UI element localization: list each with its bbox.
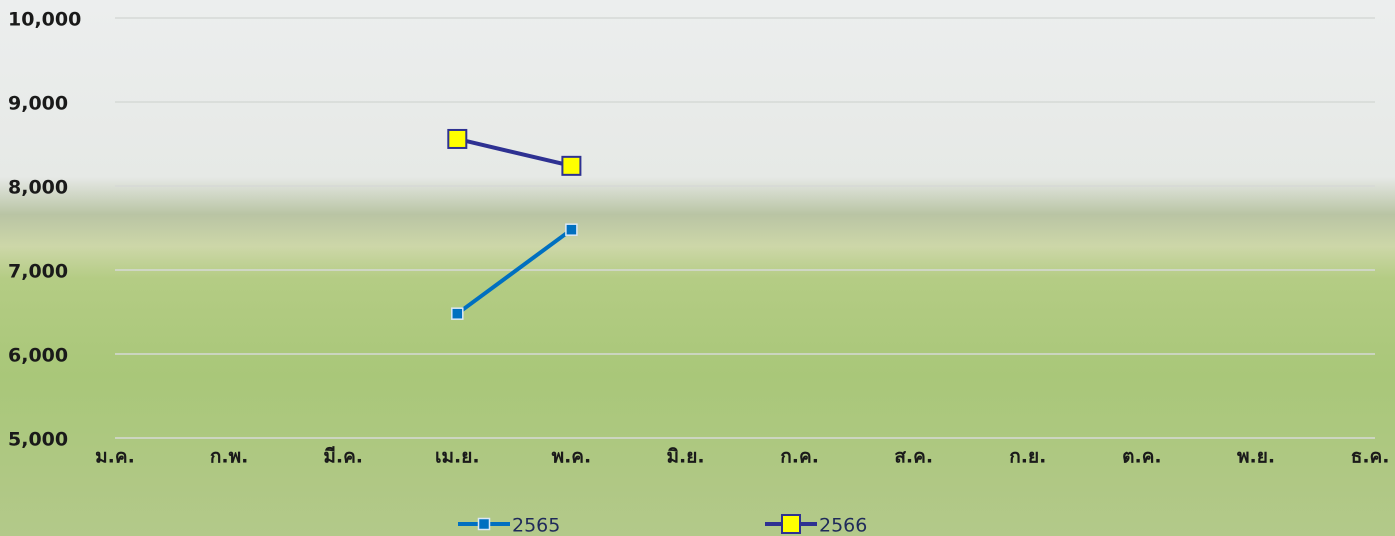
data-point [451,307,464,320]
x-tick-label: พ.ค. [552,446,592,468]
x-tick-label: ม.ค. [95,446,135,468]
legend-label: 2565 [512,515,560,536]
x-tick-label: ธ.ค. [1351,446,1390,468]
data-point [561,155,582,176]
y-tick-label: 6,000 [8,345,68,367]
x-tick-label: ก.ย. [1009,446,1046,468]
y-tick-label: 9,000 [8,93,68,115]
series-line [456,137,572,168]
x-tick-label: พ.ย. [1237,446,1275,468]
x-tick-label: ต.ค. [1122,446,1161,468]
y-tick-label: 5,000 [8,429,68,451]
data-point [447,128,468,149]
y-tick-label: 7,000 [8,261,68,283]
series-line [456,228,573,316]
y-tick-label: 8,000 [8,177,68,199]
x-tick-label: มี.ค. [323,446,363,468]
x-tick-label: เม.ย. [435,446,480,468]
legend-marker [477,517,491,531]
y-tick-label: 10,000 [8,9,81,31]
data-point [565,223,578,236]
legend-marker [781,514,801,534]
legend-label: 2566 [819,515,867,536]
x-tick-label: ก.ค. [780,446,819,468]
x-tick-label: ก.พ. [210,446,248,468]
x-tick-label: ส.ค. [894,446,933,468]
x-tick-label: มิ.ย. [666,446,704,468]
